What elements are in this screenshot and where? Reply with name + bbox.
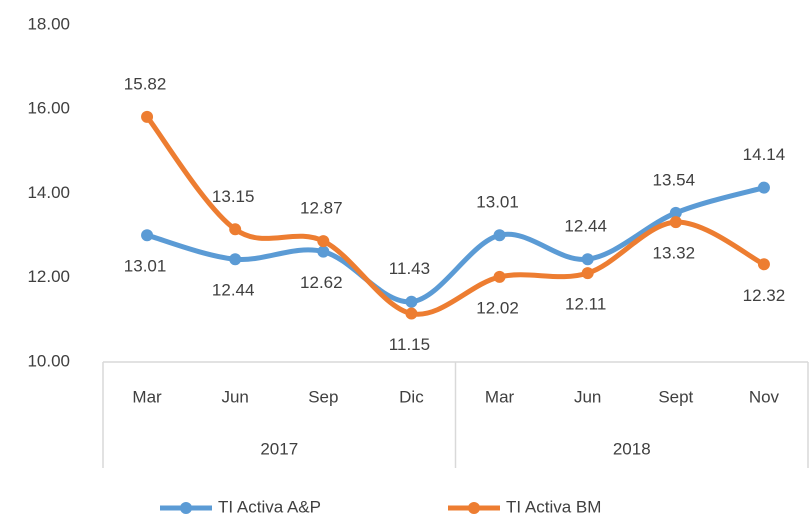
data-label: 12.44 [212,281,255,300]
point [581,267,594,280]
point [757,258,770,271]
point [405,295,418,308]
data-label: 12.02 [476,298,519,317]
data-label: 11.43 [389,259,430,278]
legend-marker [468,502,480,514]
x-tick-label: Jun [221,387,248,406]
data-label: 12.11 [565,295,606,314]
data-label: 14.14 [743,145,786,164]
point [669,206,682,219]
data-label: 13.32 [653,244,696,263]
data-label: 12.32 [743,286,786,305]
data-label: 12.62 [300,273,343,292]
legend-label: TI Activa A&P [218,497,321,516]
point [141,229,154,242]
point [317,245,330,258]
point [493,270,506,283]
group-label: 2018 [613,439,651,458]
data-label: 13.15 [212,187,255,206]
data-label: 13.01 [476,193,519,212]
point [405,307,418,320]
data-label: 12.87 [300,199,343,218]
x-tick-label: Jun [574,387,601,406]
group-label: 2017 [260,439,298,458]
x-tick-label: Dic [399,387,424,406]
data-label: 15.82 [124,74,167,93]
point [581,253,594,266]
data-label: 12.44 [564,217,607,236]
x-tick-label: Mar [132,387,162,406]
y-tick-label: 12.00 [27,267,70,286]
y-tick-label: 18.00 [27,14,70,33]
y-tick-label: 14.00 [27,183,70,202]
data-label: 11.15 [389,335,430,354]
legend-label: TI Activa BM [506,497,601,516]
point [317,235,330,248]
data-label: 13.01 [124,257,167,276]
legend-marker [180,502,192,514]
point [669,216,682,229]
point [141,110,154,123]
x-tick-label: Sept [658,387,693,406]
y-tick-label: 10.00 [27,351,70,370]
data-label: 13.54 [653,170,696,189]
y-tick-label: 16.00 [27,99,70,118]
x-tick-label: Mar [485,387,515,406]
point [229,253,242,266]
x-tick-label: Sep [308,387,338,406]
point [757,181,770,194]
series-line [144,185,767,305]
point [493,229,506,242]
point [229,223,242,236]
x-tick-label: Nov [749,387,780,406]
